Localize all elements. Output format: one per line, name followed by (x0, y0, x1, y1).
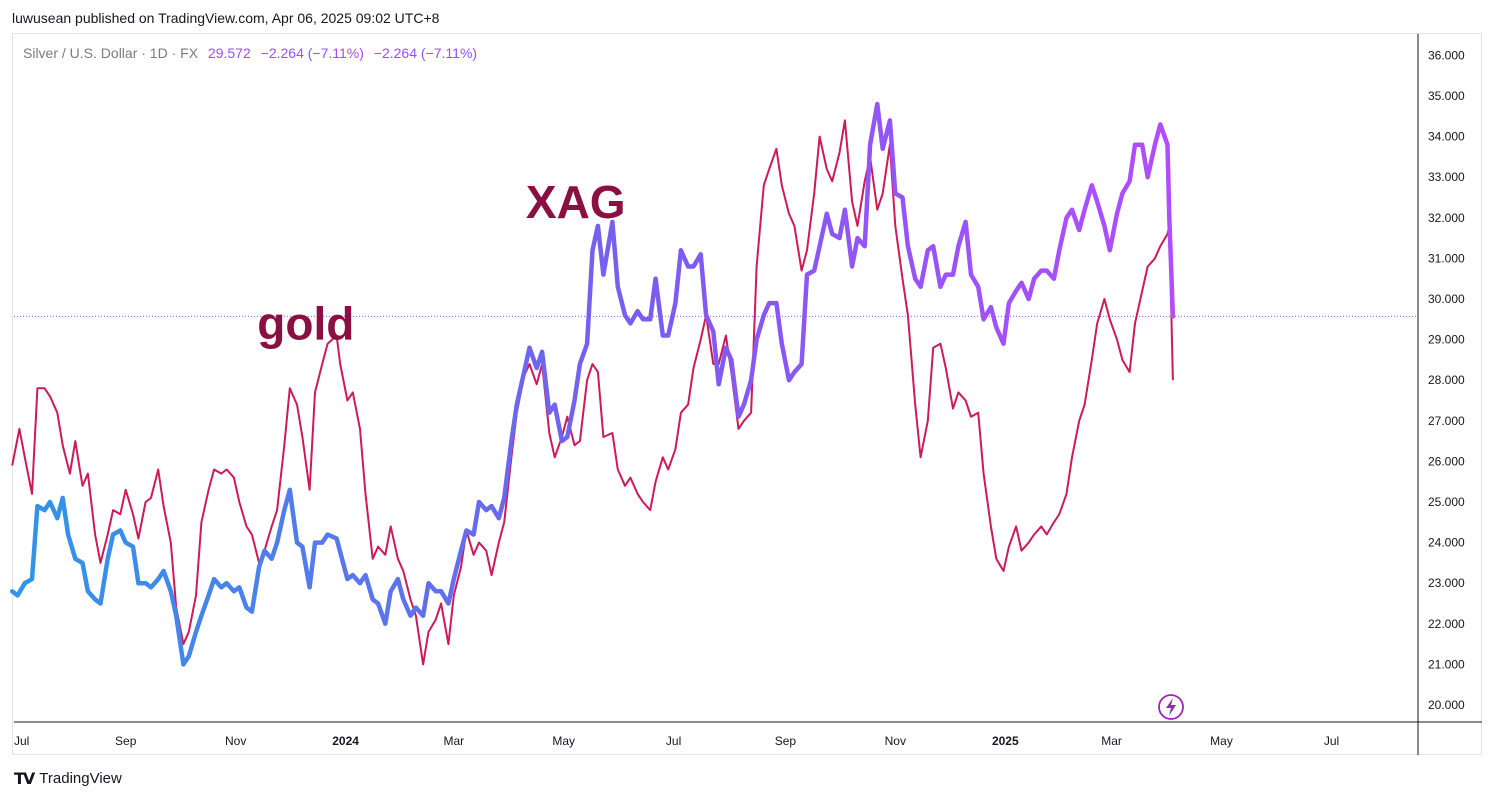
y-tick-label: 23.000 (1428, 576, 1465, 590)
y-tick-label: 36.000 (1428, 48, 1465, 62)
legend-symbol: Silver / U.S. Dollar · 1D · FX (23, 45, 199, 61)
x-tick-label: Nov (225, 734, 246, 748)
y-tick-label: 24.000 (1428, 536, 1465, 550)
y-tick-label: 27.000 (1428, 414, 1465, 428)
lightning-icon[interactable] (1158, 694, 1184, 720)
y-tick-label: 33.000 (1428, 170, 1465, 184)
tradingview-logo-icon: TV (14, 769, 35, 788)
chart-frame[interactable] (12, 33, 1482, 755)
x-tick-label: Mar (1101, 734, 1122, 748)
x-tick-label: Jul (666, 734, 681, 748)
y-tick-label: 28.000 (1428, 373, 1465, 387)
y-tick-label: 31.000 (1428, 251, 1465, 265)
y-tick-label: 22.000 (1428, 617, 1465, 631)
x-tick-label: May (552, 734, 575, 748)
x-tick-label: Sep (775, 734, 797, 748)
lightning-icon-bolt (1166, 698, 1176, 716)
x-tick-label: 2025 (992, 734, 1019, 748)
footer: TV TradingView (14, 769, 122, 788)
silver-series-line (9, 101, 1176, 667)
x-tick-label: Mar (443, 734, 464, 748)
gold-series-line (11, 119, 1174, 666)
publisher-line: luwusean published on TradingView.com, A… (12, 10, 440, 26)
legend-change-1: −2.264 (−7.11%) (260, 45, 364, 61)
y-tick-label: 35.000 (1428, 89, 1465, 103)
x-tick-label: Jul (1324, 734, 1339, 748)
y-tick-label: 25.000 (1428, 495, 1465, 509)
y-tick-label: 20.000 (1428, 698, 1465, 712)
x-tick-label: 2024 (332, 734, 359, 748)
y-tick-label: 29.000 (1428, 333, 1465, 347)
footer-brand: TradingView (39, 770, 122, 787)
y-tick-label: 21.000 (1428, 657, 1465, 671)
annotation-gold: gold (257, 298, 354, 350)
y-tick-label: 26.000 (1428, 454, 1465, 468)
y-tick-label: 30.000 (1428, 292, 1465, 306)
x-tick-label: Sep (115, 734, 137, 748)
x-tick-label: Jul (14, 734, 29, 748)
y-tick-label: 34.000 (1428, 130, 1465, 144)
annotation-xag: XAG (526, 176, 626, 228)
chart-legend: Silver / U.S. Dollar · 1D · FX 29.572 −2… (23, 45, 477, 61)
x-tick-label: Nov (885, 734, 906, 748)
legend-last-price: 29.572 (207, 45, 251, 61)
y-tick-label: 32.000 (1428, 211, 1465, 225)
legend-change-2: −2.264 (−7.11%) (373, 45, 478, 61)
x-tick-label: May (1210, 734, 1233, 748)
